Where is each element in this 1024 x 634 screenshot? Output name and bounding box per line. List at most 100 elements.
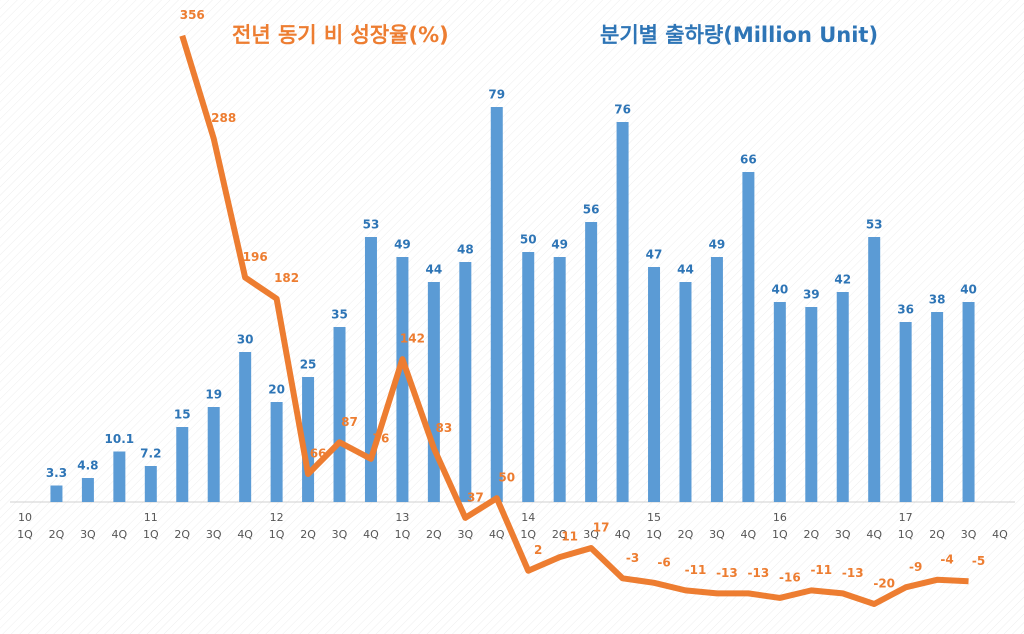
bar [931,312,944,502]
line-value-label: 87 [341,415,358,429]
x-tick-label: 2Q [803,528,819,541]
x-tick-label: 1Q [17,528,33,541]
line-value-label: -13 [716,566,738,580]
line-value-label: -20 [873,576,895,590]
bar-series-title: 분기별 출하량(Million Unit) [600,23,878,47]
x-year-label: 17 [899,511,913,524]
bar-value-label: 4.8 [77,459,98,473]
line-value-label: 288 [211,111,236,125]
bar [522,252,535,502]
x-year-label: 10 [18,511,32,524]
bar-value-label: 47 [646,248,663,262]
x-tick-label: 4Q [112,528,128,541]
bar [427,282,440,502]
line-value-label: 11 [561,530,578,544]
x-tick-label: 1Q [269,528,285,541]
bar [648,267,661,502]
bar [207,407,220,502]
bar [333,327,346,502]
x-tick-label: 2Q [426,528,442,541]
bar-value-label: 42 [834,273,851,287]
x-tick-label: 1Q [143,528,159,541]
x-tick-label: 2Q [49,528,65,541]
bar-value-label: 7.2 [140,447,161,461]
bar [616,122,629,502]
bar-value-label: 56 [583,203,600,217]
line-value-label: 17 [593,521,610,535]
bar [176,427,189,502]
line-value-label: 50 [498,471,515,485]
bar-value-label: 19 [205,388,222,402]
bar [490,107,503,502]
bar-value-label: 39 [803,288,820,302]
bar [899,322,912,502]
bar [805,307,818,502]
bar [679,282,692,502]
bar [113,451,126,502]
line-value-label: 196 [243,250,268,264]
bar [396,257,409,502]
line-value-label: -11 [810,563,832,577]
bar-value-label: 15 [174,408,191,422]
line-value-label: -13 [842,566,864,580]
line-value-label: -13 [748,566,770,580]
bar-value-label: 40 [960,283,977,297]
bar [868,237,881,502]
x-tick-label: 3Q [332,528,348,541]
x-tick-label: 4Q [741,528,757,541]
x-tick-label: 3Q [835,528,851,541]
x-tick-label: 4Q [866,528,882,541]
x-tick-label: 3Q [80,528,96,541]
x-tick-label: 3Q [206,528,222,541]
line-value-label: -16 [779,570,801,584]
x-tick-label: 2Q [174,528,190,541]
bar [962,302,975,502]
x-tick-label: 2Q [678,528,694,541]
bar-value-label: 49 [394,238,411,252]
bar [836,292,849,502]
bar-value-label: 40 [771,283,788,297]
bar-value-label: 10.1 [105,432,135,446]
x-year-label: 13 [395,511,409,524]
x-tick-label: 2Q [300,528,316,541]
x-tick-label: 1Q [395,528,411,541]
bar [364,237,377,502]
bar [50,485,63,502]
line-value-label: 142 [400,332,425,346]
bar [742,172,755,502]
bar-value-label: 36 [897,303,914,317]
x-tick-label: 3Q [457,528,473,541]
x-year-label: 15 [647,511,661,524]
line [179,34,969,607]
bar-value-label: 38 [929,293,946,307]
bar [81,478,94,502]
bar [773,302,786,502]
x-tick-label: 4Q [992,528,1008,541]
x-tick-label: 1Q [898,528,914,541]
bar-value-label: 44 [677,263,694,277]
bar-value-label: 49 [709,238,726,252]
bar-value-label: 25 [300,358,317,372]
line-value-label: 83 [436,421,453,435]
bar-value-label: 35 [331,308,348,322]
x-tick-label: 4Q [237,528,253,541]
line-value-label: -5 [972,554,985,568]
bar-value-label: 20 [268,383,285,397]
line-value-label: 37 [467,490,484,504]
x-tick-label: 4Q [489,528,505,541]
line-value-label: 356 [180,8,205,22]
bar-value-label: 3.3 [46,466,67,480]
line-value-label: -6 [657,555,670,569]
x-tick-label: 1Q [646,528,662,541]
x-tick-label: 1Q [520,528,536,541]
line-value-label: 182 [274,271,299,285]
bar [710,257,723,502]
line-value-label: -9 [909,560,922,574]
bar-value-label: 79 [488,88,505,102]
bar [239,352,252,502]
x-tick-label: 3Q [961,528,977,541]
x-year-label: 16 [773,511,787,524]
bar-value-label: 30 [237,333,254,347]
bar-value-label: 53 [363,218,380,232]
line-value-label: -3 [626,551,639,565]
